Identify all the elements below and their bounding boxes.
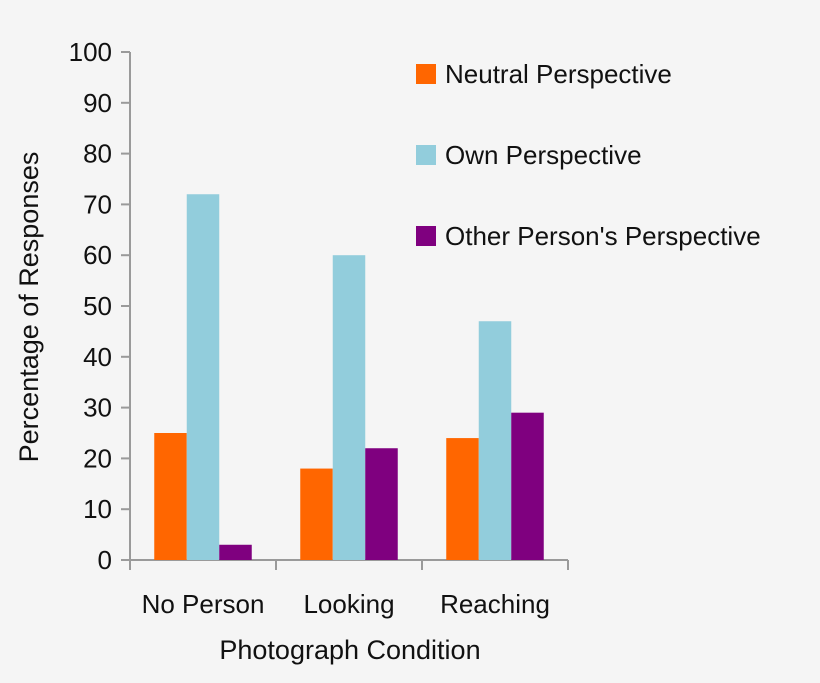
- x-tick-label: No Person: [142, 589, 265, 619]
- legend: Neutral Perspective Own Perspective Other …: [416, 59, 761, 251]
- x-axis: No Person Looking Reaching: [129, 559, 569, 619]
- y-tick-label: 70: [83, 189, 112, 219]
- y-tick-label: 10: [83, 494, 112, 524]
- bar: [300, 468, 333, 560]
- x-axis-title: Photograph Condition: [219, 635, 480, 665]
- legend-label: Own Perspective: [445, 140, 642, 170]
- bar: [511, 412, 544, 560]
- y-tick-label: 40: [83, 342, 112, 372]
- y-axis-title: Percentage of Responses: [14, 152, 44, 463]
- bar: [446, 438, 479, 560]
- y-tick-label: 30: [83, 393, 112, 423]
- bar: [332, 255, 366, 560]
- legend-swatch: [416, 226, 436, 246]
- y-tick-label: 0: [98, 545, 112, 575]
- bar: [186, 194, 220, 561]
- bar: [365, 448, 398, 560]
- bar: [478, 321, 512, 560]
- bar: [219, 544, 252, 560]
- legend-label: Other Person's Perspective: [445, 221, 761, 251]
- legend-swatch: [416, 145, 436, 165]
- legend-label: Neutral Perspective: [445, 59, 672, 89]
- y-axis: 0 10 20 30 40 50 60 70 80 90 100: [69, 37, 131, 575]
- y-tick-label: 90: [83, 88, 112, 118]
- y-tick-label: 60: [83, 240, 112, 270]
- y-tick-label: 20: [83, 443, 112, 473]
- x-tick-label: Reaching: [440, 589, 550, 619]
- y-tick-label: 100: [69, 37, 112, 67]
- bars: [154, 194, 544, 561]
- bar: [154, 433, 187, 560]
- y-tick-label: 80: [83, 139, 112, 169]
- x-tick-label: Looking: [303, 589, 394, 619]
- legend-swatch: [416, 64, 436, 84]
- y-tick-label: 50: [83, 291, 112, 321]
